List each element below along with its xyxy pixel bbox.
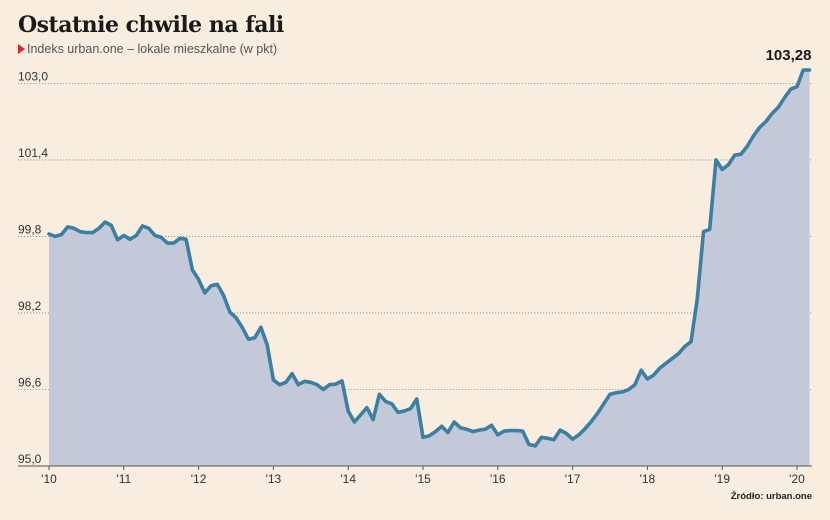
x-tick-label: '19 — [714, 472, 730, 486]
x-tick-label: '12 — [191, 472, 207, 486]
subtitle-text: Indeks urban.one – lokale mieszkalne (w … — [27, 42, 278, 56]
x-tick-label: '11 — [116, 472, 131, 486]
y-tick-label: 99,8 — [18, 222, 42, 236]
x-tick-label: '13 — [266, 472, 282, 486]
x-tick-label: '20 — [789, 472, 805, 486]
y-tick-label: 103,0 — [18, 69, 48, 83]
x-tick-label: '15 — [415, 472, 431, 486]
chart-title: Ostatnie chwile na fali — [18, 12, 284, 38]
y-axis-ticks: 95,0 96,6 98,2 99,8 101,4 103,0 — [18, 69, 48, 466]
red-triangle-marker-icon — [18, 44, 25, 54]
x-tick-label: '18 — [640, 472, 656, 486]
x-tick-label: '14 — [340, 472, 356, 486]
source-note: Źródło: urban.one — [730, 491, 812, 502]
x-tick-label: '16 — [490, 472, 506, 486]
y-tick-label: 95,0 — [18, 452, 42, 466]
y-tick-label: 96,6 — [18, 375, 42, 389]
series-line — [47, 68, 812, 448]
x-axis-ticks: '10 '11 '12 '13 '14 '15 '16 '17 '18 '19 '20 — [41, 466, 805, 486]
y-tick-label: 101,4 — [18, 146, 48, 160]
series-area-fill — [49, 70, 810, 466]
x-tick-label: '10 — [41, 472, 57, 486]
last-value-label: 103,28 — [766, 47, 812, 64]
x-tick-label: '17 — [565, 472, 581, 486]
y-tick-label: 98,2 — [18, 299, 42, 313]
chart-subtitle: Indeks urban.one – lokale mieszkalne (w … — [18, 42, 277, 56]
